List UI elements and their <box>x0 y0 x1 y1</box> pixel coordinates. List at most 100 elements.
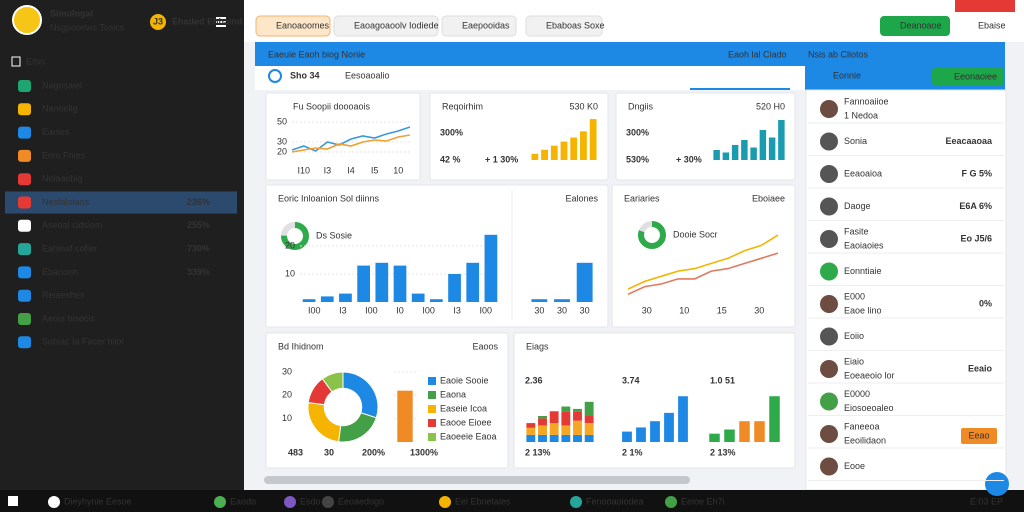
row-title[interactable]: Fannoaiioe <box>844 96 889 106</box>
task-label[interactable]: Dieyhynie Eesoe <box>64 496 132 506</box>
stat: 200% <box>362 447 385 457</box>
top-link[interactable]: Ebaise <box>978 20 1006 30</box>
app-subtitle: Nsgpooriws Tosics <box>50 22 125 32</box>
avatar <box>820 392 838 411</box>
menu-value: 255% <box>187 220 210 230</box>
menu-icon[interactable] <box>216 21 226 23</box>
row-value: Eeaio <box>968 363 993 373</box>
task-label[interactable]: Eaodo <box>230 496 256 506</box>
bar <box>541 149 548 160</box>
menu-item[interactable]: Aeoia bisocis <box>42 313 96 323</box>
menu-item[interactable]: Nagosaiel <box>42 80 82 90</box>
start-button[interactable] <box>8 496 18 506</box>
card <box>265 92 421 181</box>
row-button-label[interactable]: Eeao <box>968 430 989 440</box>
task-icon[interactable] <box>665 496 677 508</box>
stat: 300% <box>626 127 649 137</box>
menu-icon <box>18 103 31 116</box>
tab[interactable] <box>255 15 331 37</box>
task-label[interactable]: Eeioe Eh7i <box>681 496 725 506</box>
task-icon[interactable] <box>284 496 296 508</box>
row-button[interactable] <box>961 428 997 444</box>
banner-tab[interactable]: Sho 34 <box>290 70 320 80</box>
row-title[interactable]: Eonntiaie <box>844 266 882 276</box>
task-label[interactable]: Fenooaoiodea <box>586 496 644 506</box>
section-title: Eibis <box>26 56 46 66</box>
bar <box>739 421 750 442</box>
row-title[interactable]: Fasite <box>844 226 869 236</box>
tab[interactable] <box>333 15 439 37</box>
stat: 2 13% <box>710 447 736 457</box>
y-tick-label: 10 <box>285 268 295 278</box>
stat: 2 1% <box>622 447 643 457</box>
menu-item[interactable]: Eanies <box>42 127 70 137</box>
logo <box>12 5 42 35</box>
banner-subtab[interactable]: Eesoaoalio <box>345 70 390 80</box>
tab-label[interactable]: Ebaboas Soxe <box>546 20 605 30</box>
x-tick-label: I10 <box>298 165 311 175</box>
row-title[interactable]: Eeaoaioa <box>844 168 882 178</box>
primary-button[interactable] <box>880 16 950 36</box>
task-icon[interactable] <box>439 496 451 508</box>
tab[interactable] <box>441 15 517 37</box>
menu-item[interactable]: Sohiac Ia Facer hiioi <box>42 337 124 347</box>
y-tick-label: 30 <box>277 136 287 146</box>
x-tick-label: I0 <box>396 305 404 315</box>
avatar <box>820 457 838 476</box>
fab[interactable] <box>985 472 1009 496</box>
row-title[interactable]: Eooe <box>844 461 865 471</box>
menu-icon[interactable] <box>216 17 226 19</box>
tab-label[interactable]: Eaepooidas <box>462 20 510 30</box>
banner-button-label[interactable]: Eeonaoiee <box>954 71 997 81</box>
x-tick-label: I3 <box>324 165 332 175</box>
stacked-segment <box>526 427 536 435</box>
task-label[interactable]: Eei Ebnetaies <box>455 496 511 506</box>
bar <box>754 421 765 442</box>
primary-button-label[interactable]: Deanoaoe <box>900 20 942 30</box>
task-label[interactable]: Esdo <box>300 496 321 506</box>
close-button[interactable] <box>955 0 1015 12</box>
task-icon[interactable] <box>48 496 60 508</box>
legend-swatch <box>428 405 436 413</box>
legend-label: Eaooe Eioee <box>440 417 492 427</box>
banner-button[interactable] <box>932 68 1004 85</box>
card-title: Eiags <box>526 341 549 351</box>
menu-item[interactable]: Nanoolig <box>42 104 78 114</box>
bar <box>724 429 735 442</box>
menu-item[interactable]: Eom Fnies <box>42 150 86 160</box>
bar <box>531 299 548 302</box>
row-title[interactable]: Daoge <box>844 201 871 211</box>
row-title[interactable]: Sonia <box>844 136 867 146</box>
bar <box>759 130 767 160</box>
stat: 1.0 51 <box>710 375 735 385</box>
menu-item[interactable]: Noiaaobig <box>42 174 83 184</box>
stat: 483 <box>288 447 303 457</box>
row-title[interactable]: Eiaio <box>844 356 864 366</box>
tab[interactable] <box>525 15 603 37</box>
bar <box>664 412 674 442</box>
stacked-segment <box>561 425 571 435</box>
task-icon[interactable] <box>570 496 582 508</box>
banner-tabs <box>255 66 805 90</box>
task-icon[interactable] <box>214 496 226 508</box>
task-icon[interactable] <box>322 496 334 508</box>
bar <box>550 145 558 160</box>
menu-item[interactable]: Reiaeshes <box>42 290 85 300</box>
card-tag: Ealones <box>565 193 598 203</box>
menu-value: 339% <box>187 267 210 277</box>
menu-item[interactable]: Ebanonh <box>42 267 78 277</box>
menu-item[interactable]: Eahinaf cofier <box>42 243 97 253</box>
row-title[interactable]: Eoiio <box>844 331 864 341</box>
task-label[interactable]: Eeoaedogo <box>338 496 384 506</box>
menu-icon[interactable] <box>216 25 226 27</box>
menu-item[interactable]: Aseoal cidsiom <box>42 220 103 230</box>
row-title[interactable]: E0000 <box>844 389 870 399</box>
tab-label[interactable]: Eaoagoaoolv Iodiede <box>354 20 439 30</box>
scrollbar[interactable] <box>264 476 690 484</box>
menu-item[interactable]: Nesfaloiaos <box>42 197 90 207</box>
card <box>615 92 796 181</box>
row-title[interactable]: E000 <box>844 291 865 301</box>
tab-label[interactable]: Eanoaoomes <box>276 20 330 30</box>
row-title[interactable]: Faneeoa <box>844 421 880 431</box>
